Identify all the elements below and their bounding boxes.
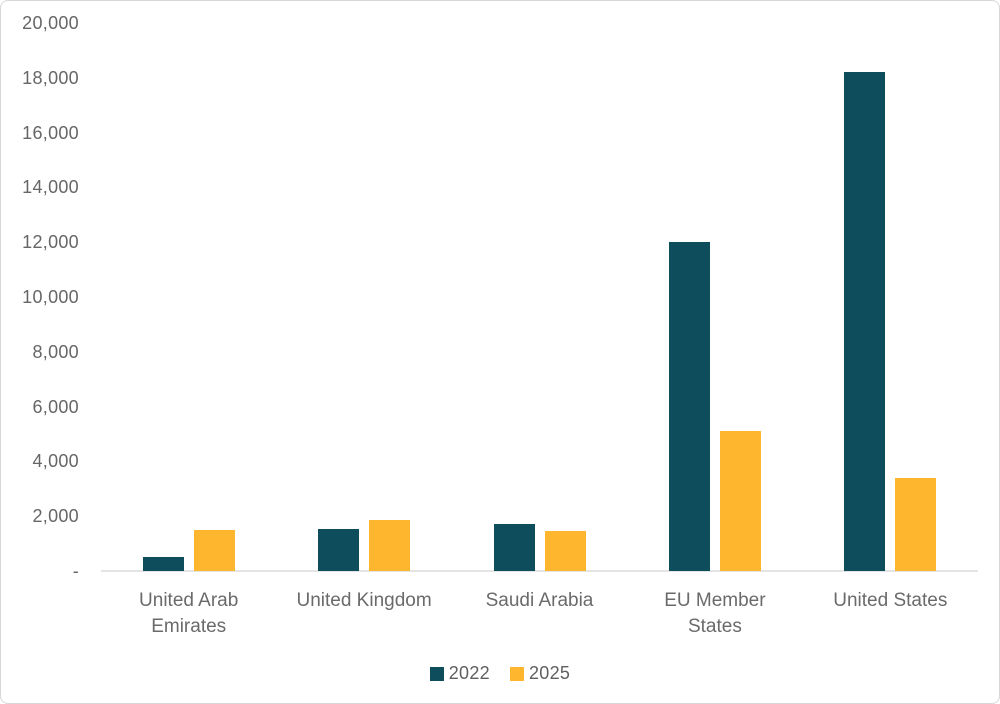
y-axis-tick-label: 14,000: [22, 177, 79, 198]
legend-item-2025: 2025: [510, 663, 570, 684]
x-axis-category-label: Saudi Arabia: [485, 590, 594, 611]
bar-2025-saudi-arabia: [544, 531, 586, 571]
y-axis-tick-label: 4,000: [32, 451, 79, 472]
chart-legend: 2022 2025: [1, 663, 999, 684]
bar-2025-united-kingdom: [369, 520, 411, 571]
x-axis-category-label: United Kingdom: [296, 590, 432, 611]
x-axis-category-label: EU Member States: [664, 590, 766, 637]
legend-swatch-2022: [429, 666, 444, 681]
x-axis-category-label: United States: [833, 590, 948, 611]
legend-label-2022: 2022: [448, 663, 490, 683]
x-axis-category-label: United Arab Emirates: [139, 590, 239, 637]
bar-2025-united-states: [895, 477, 937, 571]
y-axis-tick-label: 20,000: [22, 13, 79, 33]
bar-2025-eu-member-states: [719, 431, 761, 571]
bar-2022-saudi-arabia: [493, 524, 535, 571]
y-axis-tick-label: 12,000: [22, 232, 79, 253]
y-axis-tick-label: 18,000: [22, 67, 79, 88]
legend-swatch-2025: [510, 666, 524, 681]
y-axis-tick-label: 8,000: [32, 341, 79, 362]
bar-2022-eu-member-states: [668, 242, 710, 571]
legend-label-2025: 2025: [529, 663, 571, 683]
y-axis-tick-label: 16,000: [22, 122, 79, 143]
y-axis-tick-label: 6,000: [32, 396, 79, 417]
bar-2022-united-kingdom: [318, 528, 360, 571]
y-axis-tick-label: 2,000: [32, 506, 79, 527]
y-axis-tick-label: 10,000: [22, 287, 79, 307]
bar-2022-united-arab-emirates: [142, 557, 184, 571]
legend-item-2022: 2022: [429, 663, 490, 684]
bar-2022-united-states: [844, 72, 886, 571]
bar-2025-united-arab-emirates: [193, 529, 235, 571]
x-axis-line: [101, 570, 978, 572]
y-axis-tick-label: -: [72, 561, 79, 581]
